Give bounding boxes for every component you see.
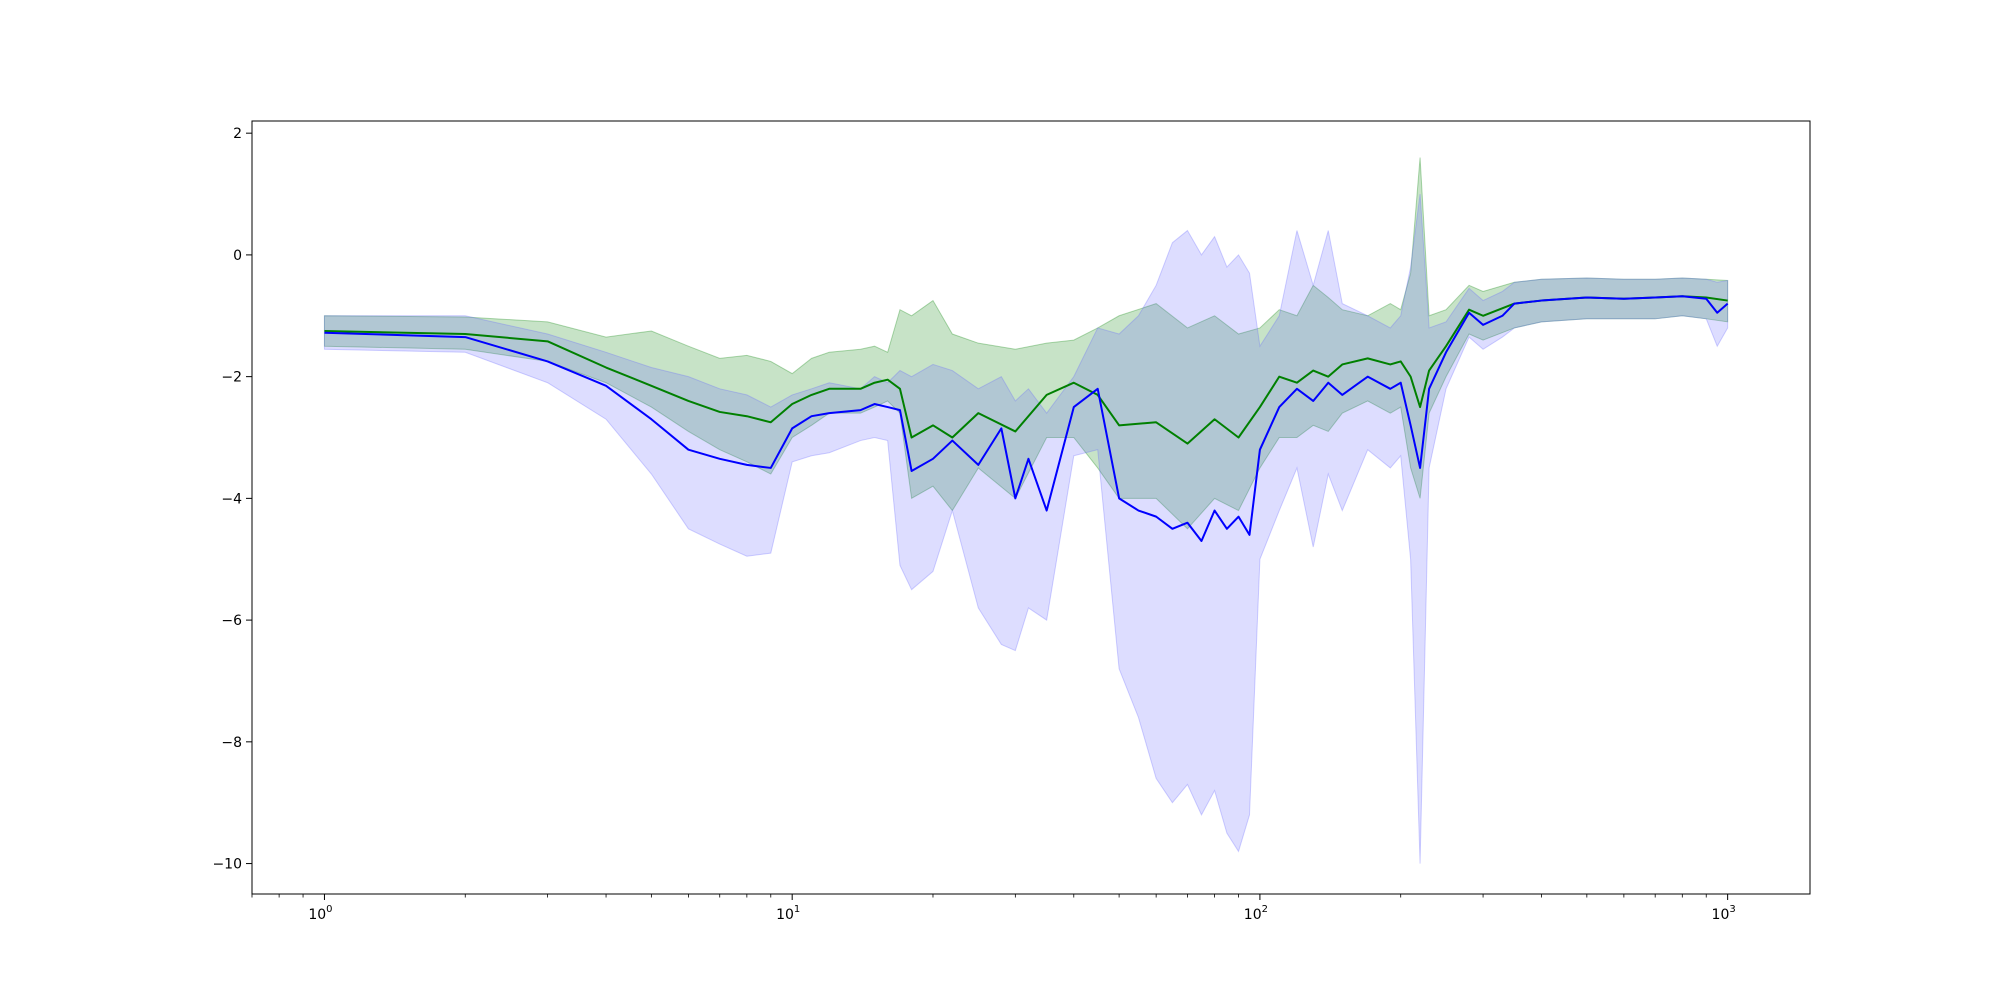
x-tick-label: 100 — [308, 904, 332, 923]
lines-layer — [324, 295, 1729, 542]
bands-layer — [323, 157, 1729, 864]
y-tick-label: −6 — [221, 613, 242, 629]
series-2-band — [323, 193, 1729, 864]
x-tick-label: 101 — [776, 904, 800, 923]
axes-layer: 2 0 −2 −4 −6 −8 −10 100 101 102 103 — [212, 120, 1811, 923]
y-tick-label: 0 — [233, 248, 242, 264]
y-tick-label: 2 — [233, 126, 242, 142]
y-tick-label: −10 — [212, 857, 242, 873]
y-tick-label: −4 — [221, 491, 242, 507]
x-tick-label: 102 — [1244, 904, 1268, 923]
y-tick-label: −2 — [221, 370, 242, 386]
y-tick-label: −8 — [221, 735, 242, 751]
series-2-line — [324, 295, 1729, 542]
x-tick-label: 103 — [1712, 904, 1736, 923]
plot-frame — [251, 120, 1811, 895]
series-1-line — [324, 295, 1728, 445]
